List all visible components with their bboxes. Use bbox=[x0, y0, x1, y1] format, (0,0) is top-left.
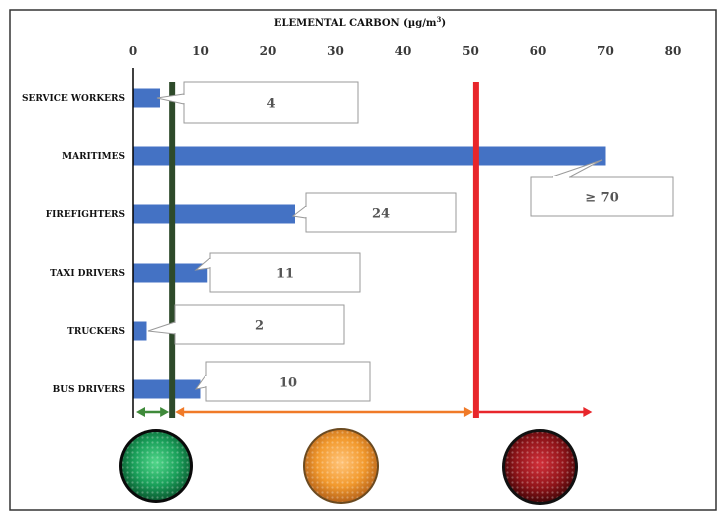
data-label: 11 bbox=[276, 267, 294, 282]
chart-title: ELEMENTAL CARBON (µg/m3) bbox=[274, 15, 446, 29]
bar bbox=[133, 379, 201, 399]
bar bbox=[133, 88, 160, 108]
bar bbox=[133, 321, 147, 341]
zone-arrow-green bbox=[136, 407, 170, 417]
callout: 4 bbox=[156, 81, 359, 124]
callout: 10 bbox=[194, 361, 371, 402]
category-labels: SERVICE WORKERS MARITIMES FIREFIGHTERS TAXI… bbox=[22, 94, 125, 395]
x-tick-label: 50 bbox=[462, 44, 479, 58]
category-label: SERVICE WORKERS bbox=[22, 94, 125, 104]
data-label: 4 bbox=[266, 97, 275, 112]
zone-arrow-amber bbox=[175, 407, 473, 417]
x-tick-label: 70 bbox=[597, 44, 614, 58]
x-tick-label: 60 bbox=[530, 44, 547, 58]
zone-arrows bbox=[136, 407, 593, 417]
category-label: FIREFIGHTERS bbox=[46, 210, 125, 220]
bar bbox=[133, 146, 606, 166]
data-label-callouts: 4 ≥ 70 24 11 2 10 bbox=[147, 81, 674, 402]
category-label: TAXI DRIVERS bbox=[50, 269, 125, 279]
category-label: MARITIMES bbox=[62, 152, 125, 162]
callout: 11 bbox=[194, 252, 361, 293]
zone-arrow-red bbox=[478, 407, 593, 417]
traffic-light-green bbox=[119, 429, 193, 503]
x-axis-ticks: 0 10 20 30 40 50 60 70 80 bbox=[129, 44, 682, 58]
reference-lines bbox=[169, 82, 479, 418]
data-label: ≥ 70 bbox=[585, 191, 619, 206]
data-label: 24 bbox=[372, 207, 390, 222]
x-tick-label: 80 bbox=[665, 44, 682, 58]
x-tick-label: 30 bbox=[327, 44, 344, 58]
callout: 24 bbox=[291, 192, 457, 233]
category-label: TRUCKERS bbox=[67, 327, 125, 337]
x-tick-label: 40 bbox=[395, 44, 412, 58]
chart-frame bbox=[9, 9, 717, 511]
x-tick-label: 20 bbox=[260, 44, 277, 58]
traffic-light-red bbox=[502, 429, 578, 505]
bar bbox=[133, 204, 295, 224]
callout: 2 bbox=[147, 304, 345, 345]
data-label: 10 bbox=[279, 376, 297, 391]
x-tick-label: 10 bbox=[192, 44, 209, 58]
x-tick-label: 0 bbox=[129, 44, 137, 58]
callout: ≥ 70 bbox=[530, 159, 674, 217]
data-label: 2 bbox=[255, 319, 264, 334]
traffic-light-amber bbox=[303, 428, 379, 504]
category-label: BUS DRIVERS bbox=[53, 385, 125, 395]
